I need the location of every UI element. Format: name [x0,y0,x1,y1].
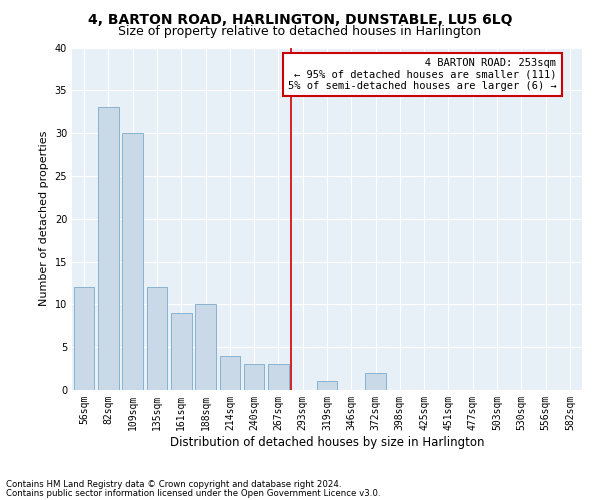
Bar [317,382,337,390]
Bar [122,133,143,390]
Text: Contains HM Land Registry data © Crown copyright and database right 2024.: Contains HM Land Registry data © Crown c… [6,480,341,489]
Y-axis label: Number of detached properties: Number of detached properties [39,131,49,306]
Bar [74,287,94,390]
Text: Size of property relative to detached houses in Harlington: Size of property relative to detached ho… [118,25,482,38]
X-axis label: Distribution of detached houses by size in Harlington: Distribution of detached houses by size … [170,436,484,448]
Bar [244,364,265,390]
Bar [195,304,216,390]
Bar [171,313,191,390]
Bar [98,108,119,390]
Text: 4 BARTON ROAD: 253sqm
← 95% of detached houses are smaller (111)
5% of semi-deta: 4 BARTON ROAD: 253sqm ← 95% of detached … [288,58,557,91]
Bar [146,287,167,390]
Text: 4, BARTON ROAD, HARLINGTON, DUNSTABLE, LU5 6LQ: 4, BARTON ROAD, HARLINGTON, DUNSTABLE, L… [88,12,512,26]
Text: Contains public sector information licensed under the Open Government Licence v3: Contains public sector information licen… [6,488,380,498]
Bar [365,373,386,390]
Bar [220,356,240,390]
Bar [268,364,289,390]
